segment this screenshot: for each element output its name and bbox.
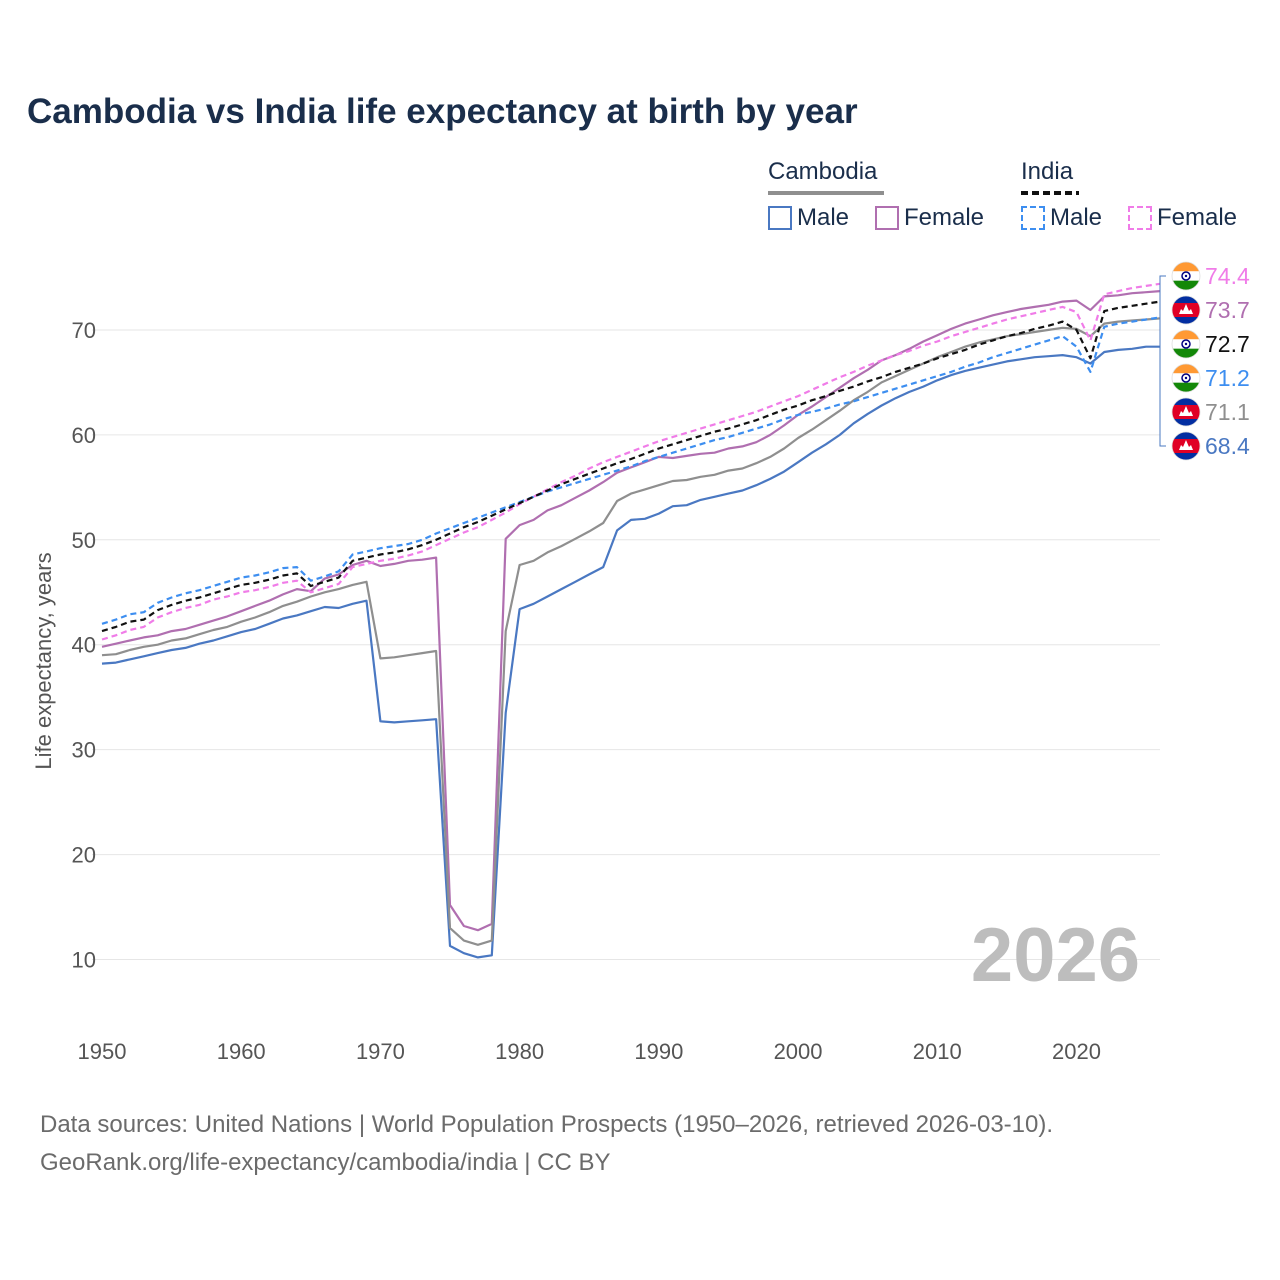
india-flag-icon <box>1171 261 1201 291</box>
series-line-cambodia-female[interactable] <box>101 290 1161 932</box>
india-flag-icon <box>1171 363 1201 393</box>
legend-item-india-male[interactable]: Male <box>1021 204 1102 232</box>
legend-label-cambodia-female: Female <box>904 204 985 231</box>
y-tick-label: 40 <box>72 633 96 658</box>
source-text: Data sources: United Nations | World Pop… <box>40 1111 1054 1138</box>
y-axis-label: Life expectancy, years <box>31 552 56 769</box>
x-tick-label: 1980 <box>495 1039 544 1064</box>
legend-label-india-male: Male <box>1050 204 1103 231</box>
end-label-cambodia-female: 73.7 <box>1171 295 1250 325</box>
legend-item-india-female[interactable]: Female <box>1128 204 1237 232</box>
legend-group-cambodia[interactable]: Cambodia <box>768 158 884 195</box>
legend-swatch-cambodia-female <box>875 206 899 230</box>
legend-group-india-label: India <box>1021 158 1074 185</box>
legend-swatch-india-male <box>1021 206 1045 230</box>
series-line-cambodia[interactable] <box>101 317 1161 946</box>
cambodia-flag-icon <box>1171 431 1201 461</box>
end-label-india-female: 74.4 <box>1171 261 1250 291</box>
footer: Data sources: United Nations | World Pop… <box>40 1106 1053 1182</box>
legend-group-cambodia-label: Cambodia <box>768 158 878 185</box>
x-tick-label: 2020 <box>1052 1039 1101 1064</box>
x-tick-label: 1960 <box>217 1039 266 1064</box>
end-label-value: 68.4 <box>1205 433 1250 459</box>
india-flag-icon <box>1171 329 1201 359</box>
y-tick-label: 70 <box>72 318 96 343</box>
end-label-value: 71.1 <box>1205 399 1250 425</box>
line-chart: 10 20 30 40 50 60 70 1950 1960 1970 1980 1990 2000 2… <box>31 261 1250 1064</box>
source-link[interactable]: GeoRank.org/life-expectancy/cambodia/ind… <box>40 1149 611 1176</box>
legend-line-solid <box>768 191 884 195</box>
x-axis-ticks: 1950 1960 1970 1980 1990 2000 2010 2020 <box>78 1039 1101 1064</box>
end-label-value: 74.4 <box>1205 263 1250 289</box>
end-label-india: 72.7 <box>1171 329 1250 359</box>
legend-swatch-cambodia-male <box>768 206 792 230</box>
legend-label-cambodia-male: Male <box>797 204 850 231</box>
gridlines <box>92 329 1160 961</box>
x-tick-label: 1990 <box>634 1039 683 1064</box>
x-tick-label: 1950 <box>78 1039 127 1064</box>
series-line-india-male[interactable] <box>101 316 1161 625</box>
chart-title: Cambodia vs India life expectancy at bir… <box>27 92 858 131</box>
legend-label-india-female: Female <box>1157 204 1238 231</box>
end-label-india-male: 71.2 <box>1171 363 1250 393</box>
series-line-india[interactable] <box>101 300 1161 633</box>
y-tick-label: 10 <box>72 948 96 973</box>
legend-line-dashed <box>1021 191 1079 195</box>
x-tick-label: 2010 <box>913 1039 962 1064</box>
end-label-bracket <box>1159 275 1166 447</box>
x-tick-label: 2000 <box>774 1039 823 1064</box>
end-labels: 74.4 73.7 72.7 71.2 71.1 68.4 <box>1159 261 1250 461</box>
y-tick-label: 20 <box>72 843 96 868</box>
series-line-cambodia-male[interactable] <box>101 345 1160 959</box>
y-tick-label: 50 <box>72 528 96 553</box>
end-label-cambodia: 71.1 <box>1171 397 1250 427</box>
legend-group-india[interactable]: India <box>1021 158 1079 195</box>
end-label-value: 71.2 <box>1205 365 1250 391</box>
y-axis-ticks: 10 20 30 40 50 60 70 <box>72 318 96 973</box>
series-lines <box>101 282 1161 959</box>
y-tick-label: 30 <box>72 738 96 763</box>
legend-item-cambodia-female[interactable]: Female <box>875 204 984 232</box>
legend-item-cambodia-male[interactable]: Male <box>768 204 849 232</box>
y-tick-label: 60 <box>72 423 96 448</box>
year-watermark: 2026 <box>970 913 1140 998</box>
cambodia-flag-icon <box>1171 397 1201 427</box>
end-label-value: 73.7 <box>1205 297 1250 323</box>
end-label-value: 72.7 <box>1205 331 1250 357</box>
series-line-india-female[interactable] <box>101 282 1161 641</box>
x-tick-label: 1970 <box>356 1039 405 1064</box>
cambodia-flag-icon <box>1171 295 1201 325</box>
legend-swatch-india-female <box>1128 206 1152 230</box>
end-label-cambodia-male: 68.4 <box>1171 431 1250 461</box>
